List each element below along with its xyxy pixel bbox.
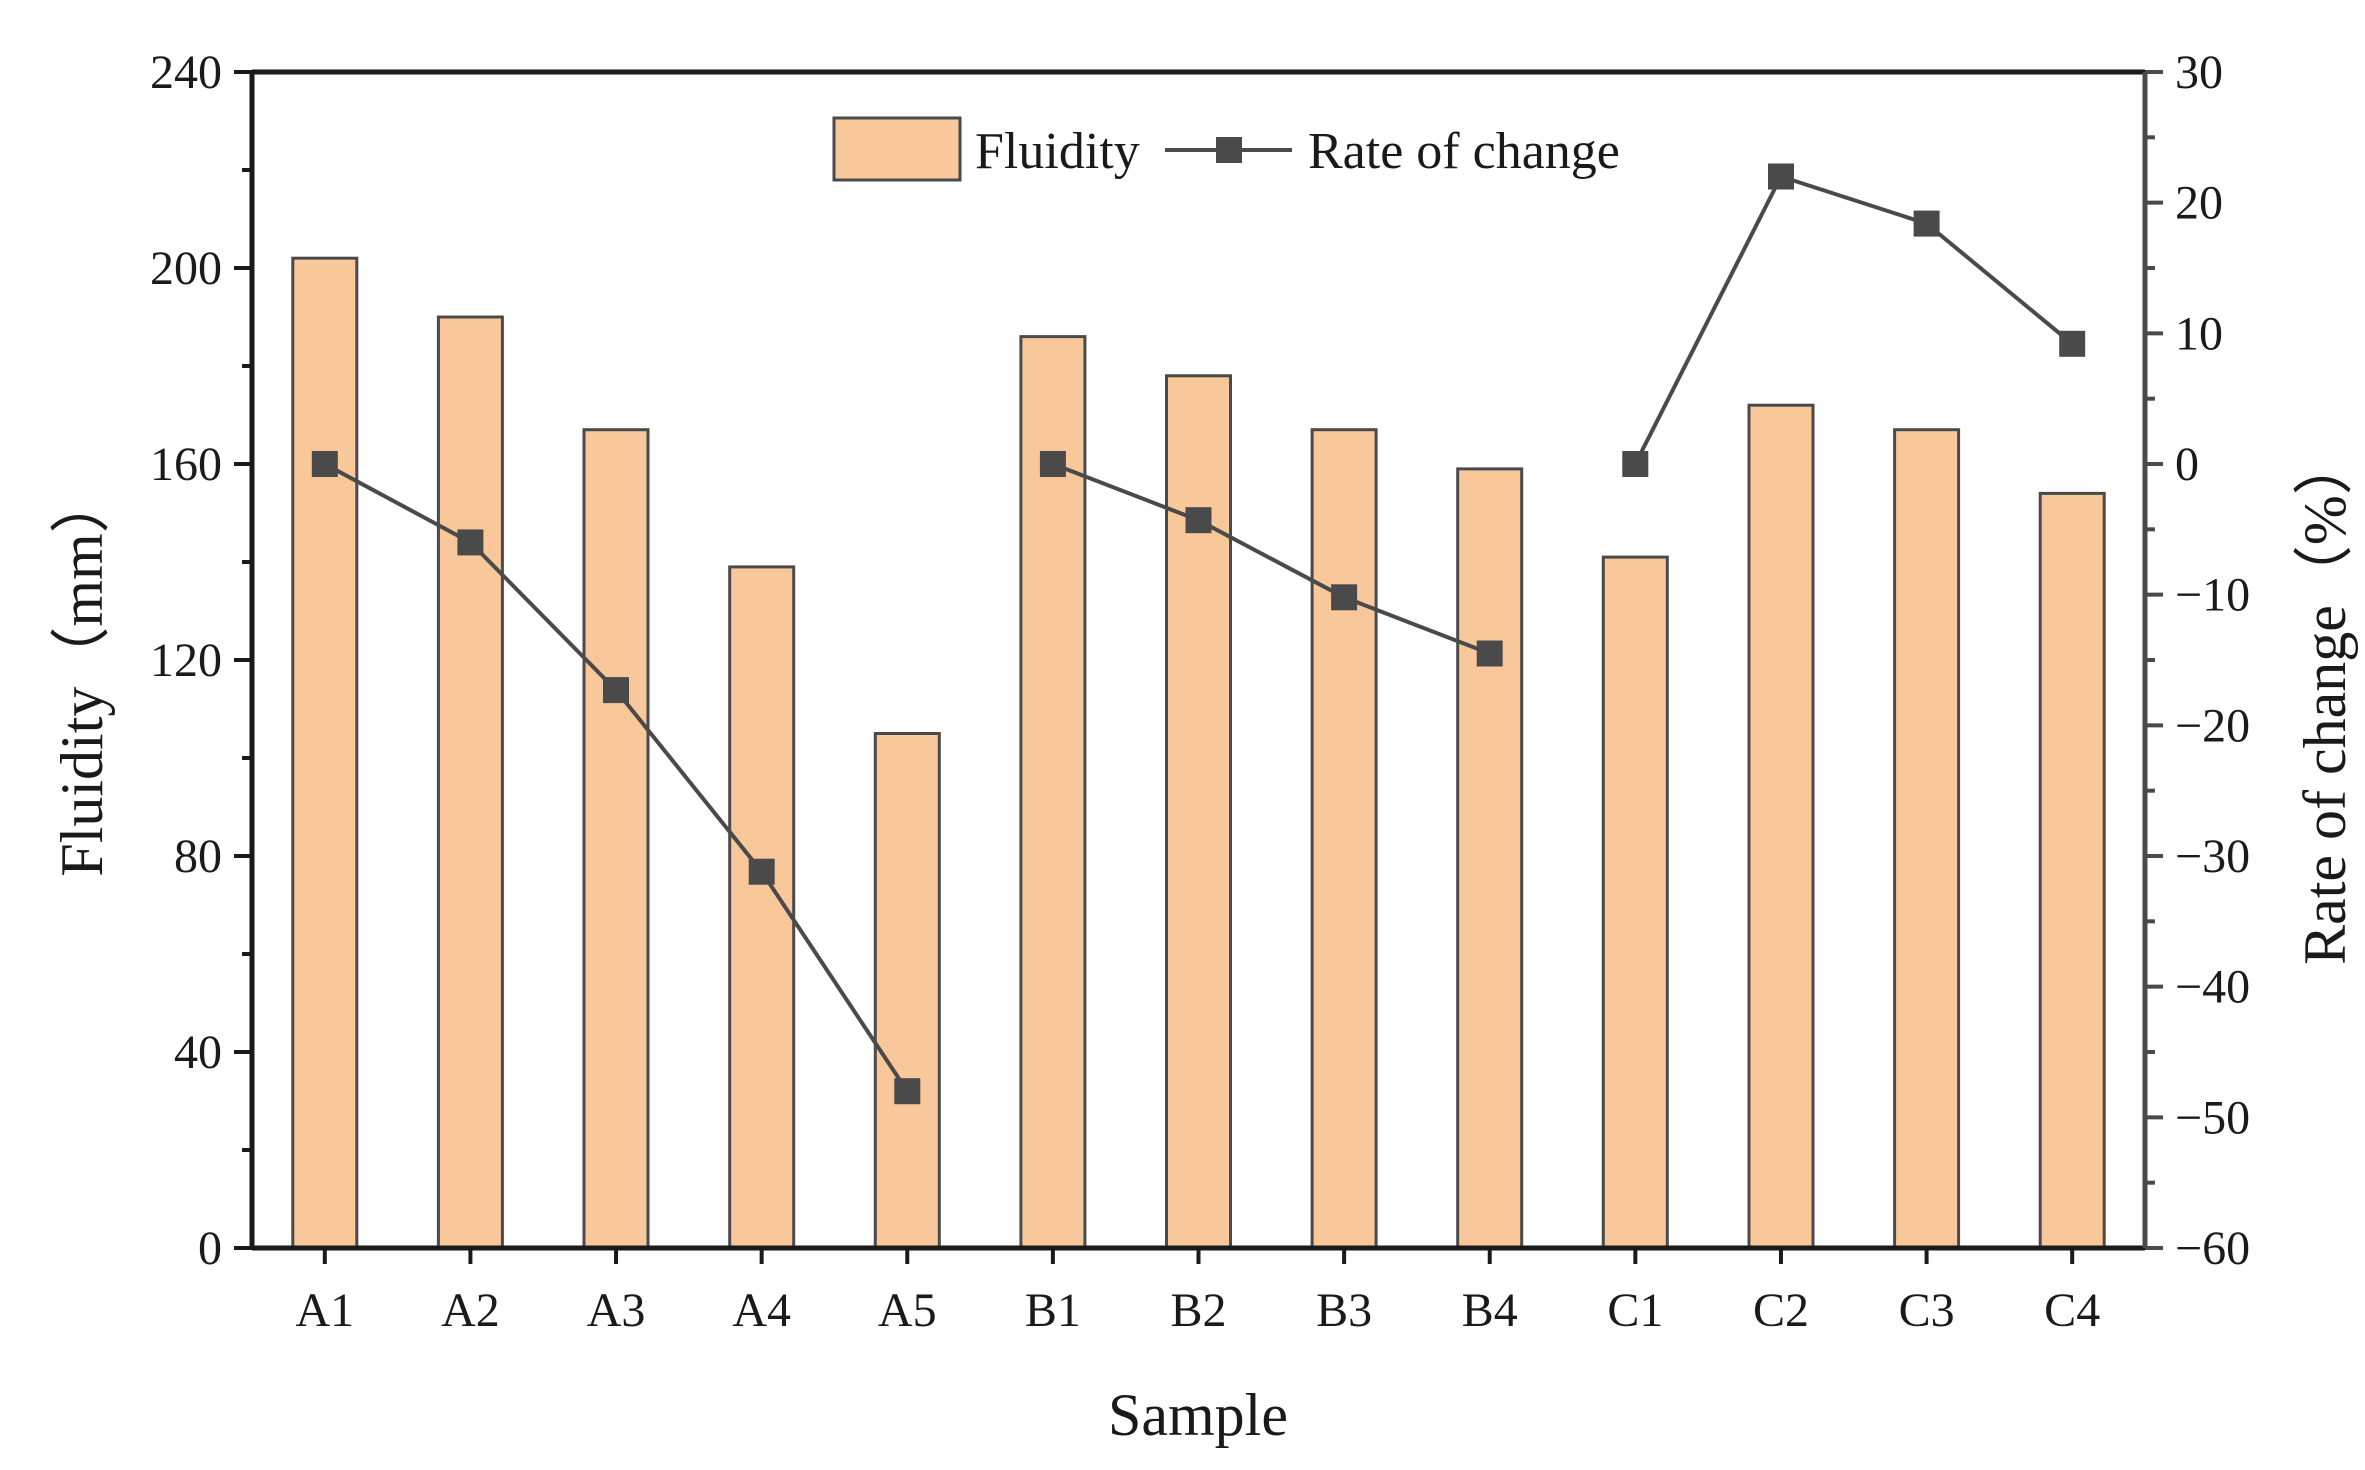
legend-fluidity-label: Fluidity (975, 123, 1140, 180)
rate-point-C3 (1913, 210, 1940, 237)
right-tick-label--50: −50 (2175, 1091, 2250, 1144)
bar-C3 (1893, 428, 1961, 1250)
rate-line-segment-2 (1052, 462, 1491, 656)
left-tick-label-240: 240 (150, 46, 222, 99)
x-tick-label-A3: A3 (587, 1284, 646, 1337)
x-tick-label-B2: B2 (1170, 1284, 1226, 1337)
right-tick-label-20: 20 (2175, 177, 2223, 230)
x-tick-label-C1: C1 (1607, 1284, 1663, 1337)
x-tick-label-B4: B4 (1462, 1284, 1518, 1337)
bar-A5 (873, 732, 941, 1250)
x-tick-label-A4: A4 (732, 1284, 791, 1337)
rate-point-A4 (748, 858, 775, 885)
right-tick-label--10: −10 (2175, 569, 2250, 622)
left-tick-label-120: 120 (150, 634, 222, 687)
x-tick-label-B3: B3 (1316, 1284, 1372, 1337)
bar-series (291, 256, 2106, 1250)
rate-line-segment-3 (1633, 174, 2074, 465)
bar-A3 (582, 428, 650, 1250)
right-tick-label--40: −40 (2175, 961, 2250, 1014)
rate-point-A5 (894, 1078, 921, 1105)
bar-B1 (1019, 335, 1087, 1250)
left-tick-label-200: 200 (150, 242, 222, 295)
bar-B4 (1456, 467, 1524, 1250)
left-axis-ticks: 0 40 80 120 160 200 240 (150, 46, 252, 1275)
rate-point-B2 (1185, 507, 1212, 534)
left-tick-label-160: 160 (150, 438, 222, 491)
right-tick-label--60: −60 (2175, 1222, 2250, 1275)
x-tick-label-C2: C2 (1753, 1284, 1809, 1337)
rate-point-C1 (1622, 451, 1649, 477)
legend-rate-marker (1216, 137, 1242, 163)
rate-point-C4 (2059, 330, 2086, 357)
right-tick-label-0: 0 (2175, 438, 2199, 491)
legend-rate-label: Rate of change (1308, 123, 1620, 180)
right-tick-label-30: 30 (2175, 46, 2223, 99)
bar-B3 (1310, 428, 1378, 1250)
legend: Fluidity Rate of change (832, 116, 1620, 182)
x-axis-title: Sample (1108, 1382, 1288, 1448)
x-axis-ticks: A1 A2 A3 A4 A5 B1 B2 B3 B4 C1 C2 C3 C4 (295, 1248, 2100, 1337)
x-tick-label-C4: C4 (2044, 1284, 2100, 1337)
x-tick-label-A5: A5 (878, 1284, 937, 1337)
rate-point-A2 (457, 529, 484, 556)
rate-point-A1 (311, 451, 338, 477)
left-tick-label-40: 40 (174, 1026, 222, 1079)
y-axis-title: Fluidity（mm） (49, 473, 115, 876)
right-tick-label--30: −30 (2175, 830, 2250, 883)
bar-A2 (436, 315, 504, 1250)
right-tick-label-10: 10 (2175, 307, 2223, 360)
rate-point-C2 (1768, 163, 1794, 190)
x-tick-label-C3: C3 (1899, 1284, 1955, 1337)
right-axis-ticks: −60 −50 −40 −30 −20 −10 0 10 20 30 (2145, 46, 2250, 1275)
bar-A1 (291, 256, 359, 1250)
right-tick-label--20: −20 (2175, 699, 2250, 752)
bar-C2 (1747, 403, 1815, 1250)
line-series (311, 163, 2086, 1105)
bar-C4 (2038, 491, 2106, 1250)
x-tick-label-A2: A2 (441, 1284, 500, 1337)
rate-point-B3 (1331, 584, 1358, 611)
rate-point-B4 (1476, 640, 1503, 667)
rate-point-A3 (603, 677, 629, 704)
bar-C1 (1601, 555, 1669, 1250)
x-tick-label-A1: A1 (295, 1284, 354, 1337)
rate-point-B1 (1039, 451, 1066, 477)
bar-B2 (1165, 374, 1232, 1250)
legend-fluidity-swatch (832, 116, 962, 182)
y2-axis-title: Rate of change（%） (2292, 435, 2358, 965)
x-tick-label-B1: B1 (1025, 1284, 1081, 1337)
left-tick-label-80: 80 (174, 830, 222, 883)
left-tick-label-0: 0 (198, 1222, 222, 1275)
